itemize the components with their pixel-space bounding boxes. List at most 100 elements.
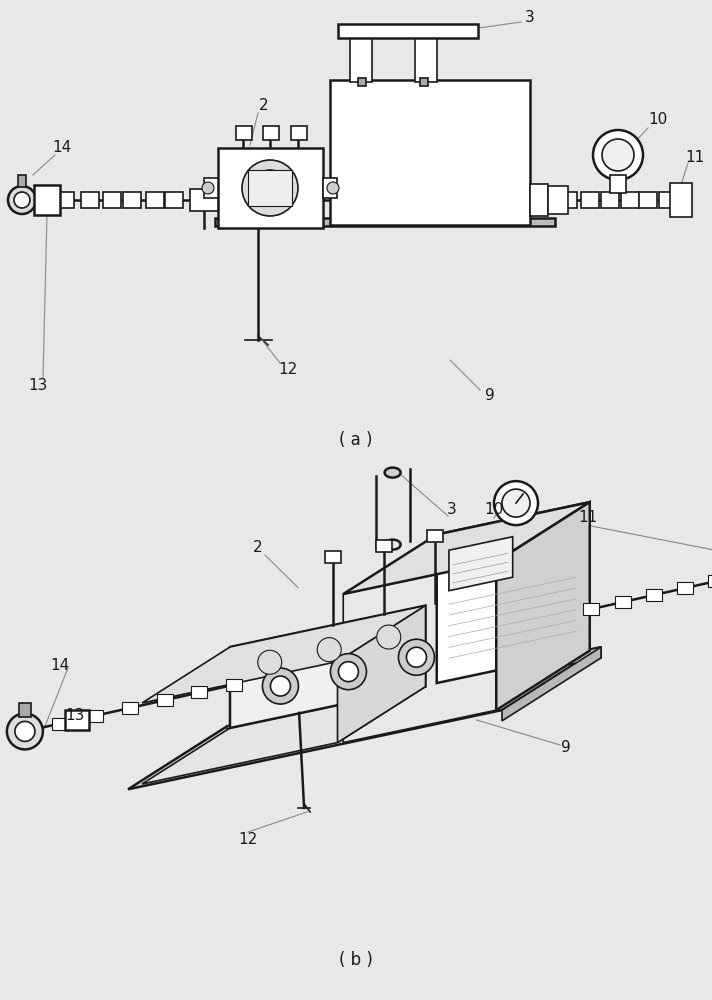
Circle shape bbox=[399, 639, 434, 675]
Circle shape bbox=[15, 721, 35, 741]
Text: 9: 9 bbox=[561, 740, 571, 756]
Bar bbox=[218, 148, 323, 228]
Circle shape bbox=[330, 654, 367, 690]
Text: 2: 2 bbox=[253, 540, 263, 556]
Bar bbox=[325, 551, 341, 563]
Bar bbox=[610, 175, 626, 193]
Bar bbox=[204, 178, 218, 198]
Text: 13: 13 bbox=[66, 708, 85, 722]
Circle shape bbox=[338, 662, 358, 682]
Bar bbox=[415, 30, 437, 82]
Polygon shape bbox=[142, 687, 426, 784]
Circle shape bbox=[271, 676, 290, 696]
Text: 9: 9 bbox=[485, 387, 495, 402]
Circle shape bbox=[8, 186, 36, 214]
Text: 3: 3 bbox=[525, 10, 535, 25]
Bar bbox=[614, 596, 631, 608]
Text: 14: 14 bbox=[51, 658, 70, 672]
Bar bbox=[19, 703, 31, 717]
Text: 14: 14 bbox=[53, 140, 72, 155]
Circle shape bbox=[258, 650, 282, 674]
Bar bbox=[530, 184, 548, 216]
Circle shape bbox=[242, 160, 298, 216]
Text: 13: 13 bbox=[28, 377, 48, 392]
Text: 10: 10 bbox=[484, 502, 503, 518]
Circle shape bbox=[494, 481, 538, 525]
Bar bbox=[81, 192, 99, 208]
Polygon shape bbox=[343, 562, 496, 743]
Bar bbox=[103, 192, 121, 208]
Bar bbox=[323, 178, 337, 198]
Bar bbox=[583, 603, 600, 615]
Bar bbox=[621, 192, 639, 208]
Bar bbox=[248, 170, 292, 206]
Bar bbox=[17, 725, 33, 737]
Text: ( a ): ( a ) bbox=[339, 431, 373, 449]
Bar bbox=[581, 192, 599, 208]
Bar bbox=[330, 80, 530, 225]
Bar bbox=[358, 78, 366, 86]
Polygon shape bbox=[496, 502, 590, 710]
Bar bbox=[376, 540, 392, 552]
Bar bbox=[263, 126, 279, 140]
Bar bbox=[52, 718, 68, 730]
Bar bbox=[639, 192, 657, 208]
Bar bbox=[190, 189, 218, 211]
Circle shape bbox=[202, 182, 214, 194]
Bar bbox=[659, 192, 677, 208]
Circle shape bbox=[7, 713, 43, 749]
Bar bbox=[601, 192, 619, 208]
Polygon shape bbox=[227, 647, 601, 737]
Bar bbox=[548, 186, 568, 214]
Circle shape bbox=[502, 489, 530, 517]
Bar bbox=[18, 175, 26, 187]
Circle shape bbox=[263, 668, 298, 704]
Bar bbox=[157, 694, 172, 706]
Bar bbox=[146, 192, 164, 208]
Bar bbox=[34, 185, 60, 215]
Polygon shape bbox=[343, 502, 590, 594]
Bar bbox=[65, 710, 89, 730]
Circle shape bbox=[593, 130, 643, 180]
Text: 11: 11 bbox=[686, 150, 705, 165]
Bar bbox=[123, 192, 141, 208]
Bar bbox=[26, 192, 44, 208]
Circle shape bbox=[318, 638, 341, 662]
Polygon shape bbox=[142, 606, 426, 703]
Bar bbox=[165, 192, 183, 208]
Bar bbox=[708, 575, 712, 587]
Polygon shape bbox=[502, 647, 601, 721]
Circle shape bbox=[377, 625, 401, 649]
Polygon shape bbox=[128, 647, 601, 789]
Bar bbox=[670, 183, 692, 217]
Ellipse shape bbox=[384, 468, 401, 478]
Bar bbox=[122, 702, 137, 714]
Bar bbox=[539, 192, 557, 208]
Bar bbox=[646, 589, 661, 601]
Circle shape bbox=[327, 182, 339, 194]
Text: 10: 10 bbox=[649, 112, 668, 127]
Text: 3: 3 bbox=[447, 502, 457, 518]
Circle shape bbox=[252, 170, 288, 206]
Polygon shape bbox=[337, 606, 426, 743]
Text: 2: 2 bbox=[259, 98, 269, 112]
Text: 12: 12 bbox=[239, 832, 258, 848]
Bar bbox=[236, 126, 252, 140]
Circle shape bbox=[14, 192, 30, 208]
Bar bbox=[427, 530, 443, 542]
Bar bbox=[338, 24, 478, 38]
Bar bbox=[420, 78, 428, 86]
Bar bbox=[677, 582, 693, 594]
Polygon shape bbox=[436, 502, 590, 683]
Ellipse shape bbox=[384, 540, 401, 550]
Text: ( b ): ( b ) bbox=[339, 951, 373, 969]
Bar bbox=[87, 710, 103, 722]
Bar bbox=[350, 30, 372, 82]
Bar bbox=[226, 679, 242, 691]
Bar bbox=[192, 686, 207, 698]
Text: 12: 12 bbox=[278, 362, 298, 377]
Bar bbox=[291, 126, 307, 140]
Circle shape bbox=[602, 139, 634, 171]
Bar bbox=[215, 218, 555, 226]
Polygon shape bbox=[449, 537, 513, 591]
